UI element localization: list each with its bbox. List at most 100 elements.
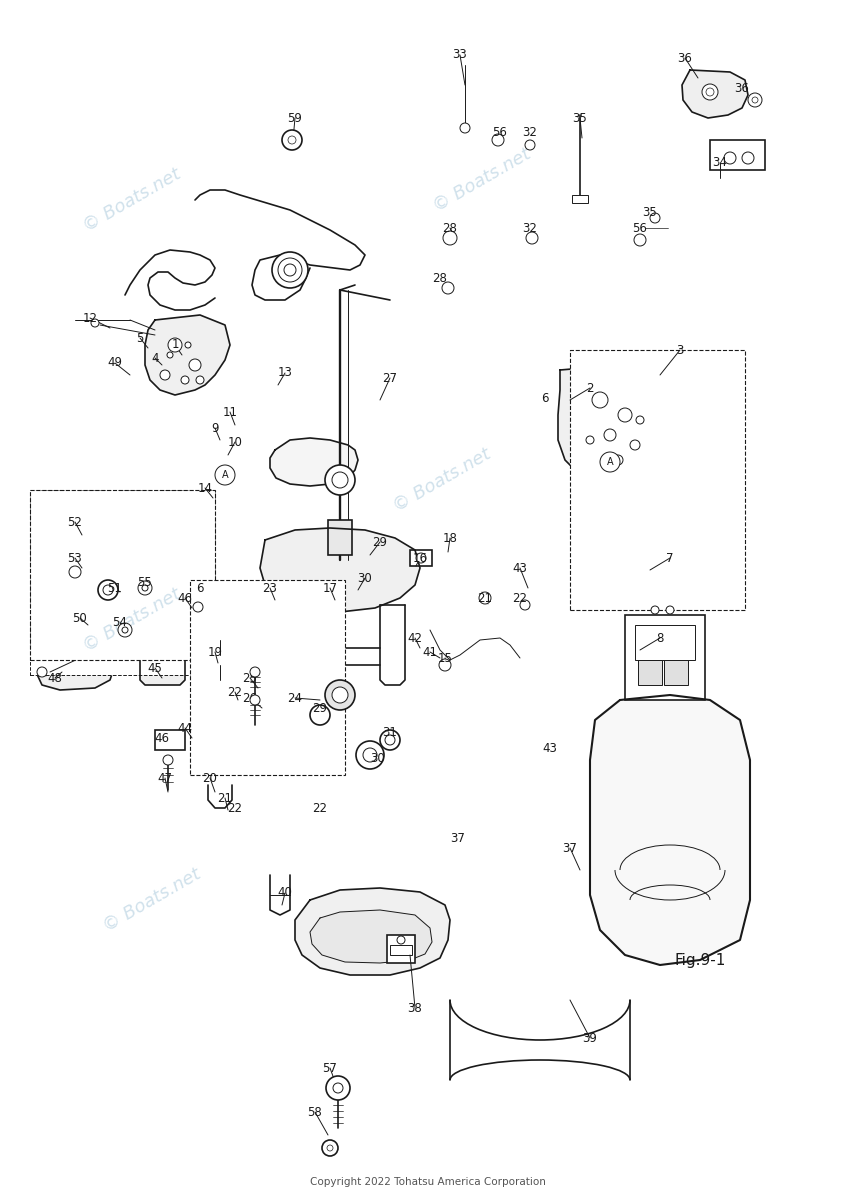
Text: 38: 38 — [407, 1002, 422, 1014]
Circle shape — [69, 566, 81, 578]
Circle shape — [460, 122, 470, 133]
Circle shape — [492, 134, 504, 146]
Text: 49: 49 — [108, 356, 122, 370]
Circle shape — [586, 436, 594, 444]
Text: 8: 8 — [657, 631, 663, 644]
Text: 17: 17 — [323, 582, 337, 594]
Text: 32: 32 — [522, 222, 538, 234]
Text: 14: 14 — [198, 481, 212, 494]
Circle shape — [613, 455, 623, 464]
Circle shape — [103, 584, 113, 595]
Text: 58: 58 — [307, 1105, 323, 1118]
Bar — [710, 140, 765, 170]
Text: 42: 42 — [407, 631, 423, 644]
Text: 21: 21 — [217, 792, 233, 804]
Circle shape — [443, 230, 457, 245]
Bar — [55, 595, 120, 635]
Circle shape — [310, 704, 330, 725]
Text: Fig.9-1: Fig.9-1 — [675, 953, 726, 967]
Text: © Boats.net: © Boats.net — [430, 145, 534, 215]
Text: 20: 20 — [203, 772, 217, 785]
Circle shape — [592, 392, 608, 408]
Circle shape — [196, 376, 204, 384]
Text: 39: 39 — [583, 1032, 597, 1044]
Text: 22: 22 — [312, 802, 328, 815]
Circle shape — [122, 626, 128, 634]
Text: 57: 57 — [323, 1062, 337, 1074]
Circle shape — [181, 376, 189, 384]
Text: 55: 55 — [138, 576, 152, 588]
Circle shape — [526, 232, 538, 244]
Text: 31: 31 — [383, 726, 397, 738]
Circle shape — [363, 748, 377, 762]
Circle shape — [742, 152, 754, 164]
Bar — [638, 660, 662, 685]
Text: 30: 30 — [358, 571, 372, 584]
Text: 4: 4 — [152, 352, 158, 365]
Circle shape — [752, 97, 758, 103]
Circle shape — [189, 359, 201, 371]
Circle shape — [439, 659, 451, 671]
Bar — [190, 580, 345, 775]
Text: 56: 56 — [492, 126, 508, 139]
Circle shape — [138, 581, 152, 595]
Circle shape — [748, 92, 762, 107]
Circle shape — [442, 282, 454, 294]
Text: 16: 16 — [413, 552, 427, 564]
Text: 24: 24 — [288, 691, 302, 704]
Bar — [328, 520, 352, 554]
Text: 7: 7 — [666, 552, 674, 564]
Text: 37: 37 — [450, 832, 466, 845]
Text: 5: 5 — [136, 331, 144, 344]
Text: © Boats.net: © Boats.net — [80, 164, 184, 235]
Text: © Boats.net: © Boats.net — [390, 445, 494, 515]
Text: 56: 56 — [633, 222, 647, 234]
Text: 9: 9 — [211, 421, 219, 434]
Circle shape — [326, 1076, 350, 1100]
Circle shape — [167, 352, 173, 358]
Circle shape — [479, 592, 491, 604]
Text: 13: 13 — [277, 366, 293, 379]
Circle shape — [325, 464, 355, 494]
Circle shape — [618, 408, 632, 422]
Circle shape — [142, 584, 148, 590]
Text: © Boats.net: © Boats.net — [80, 584, 184, 655]
Polygon shape — [260, 528, 420, 612]
Text: © Boats.net: © Boats.net — [100, 865, 204, 935]
Circle shape — [193, 602, 203, 612]
Text: 18: 18 — [443, 532, 457, 545]
Text: A: A — [222, 470, 229, 480]
Circle shape — [325, 680, 355, 710]
Circle shape — [332, 686, 348, 703]
Circle shape — [650, 214, 660, 223]
Circle shape — [520, 600, 530, 610]
Polygon shape — [590, 695, 750, 965]
Circle shape — [322, 1140, 338, 1156]
Circle shape — [185, 342, 191, 348]
Text: 32: 32 — [522, 126, 538, 139]
Circle shape — [98, 580, 118, 600]
Circle shape — [636, 416, 644, 424]
Circle shape — [118, 623, 132, 637]
Text: 27: 27 — [383, 372, 397, 384]
Circle shape — [215, 464, 235, 485]
Circle shape — [651, 606, 659, 614]
Text: 10: 10 — [228, 436, 242, 449]
Text: 25: 25 — [242, 672, 258, 684]
Text: 46: 46 — [154, 732, 169, 744]
Text: 51: 51 — [108, 582, 122, 594]
Circle shape — [282, 130, 302, 150]
Text: 33: 33 — [453, 48, 467, 61]
Text: 34: 34 — [712, 156, 728, 169]
Circle shape — [525, 140, 535, 150]
Circle shape — [272, 252, 308, 288]
Text: 6: 6 — [541, 391, 549, 404]
Polygon shape — [140, 646, 185, 685]
Text: 48: 48 — [48, 672, 62, 684]
Text: 28: 28 — [443, 222, 457, 234]
Circle shape — [288, 136, 296, 144]
Circle shape — [702, 84, 718, 100]
Polygon shape — [170, 590, 225, 625]
Polygon shape — [558, 365, 668, 482]
Text: 15: 15 — [437, 652, 453, 665]
